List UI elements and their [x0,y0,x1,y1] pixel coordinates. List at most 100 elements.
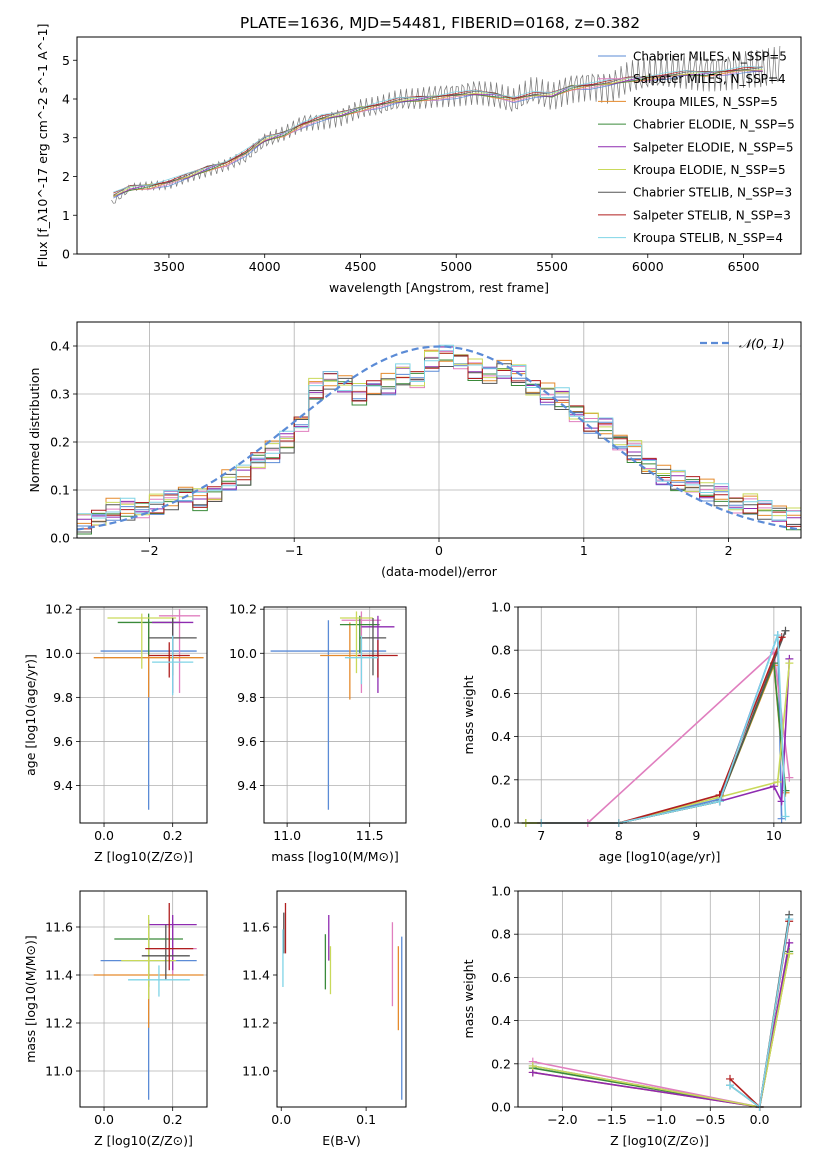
spectrum-model-line [113,66,763,194]
y-tick-label: 9.8 [53,690,73,705]
y-tick-label: 1 [62,208,70,223]
weight-point-marker [781,812,790,821]
weight-series-line [525,663,791,824]
y-tick-label: 1.0 [491,884,511,899]
plot-area [521,626,794,827]
x-tick-label: 0 [435,543,443,558]
x-tick-label: −2.0 [547,1112,577,1127]
x-tick-label: 0.0 [94,1112,114,1127]
y-tick-label: 0.8 [491,927,511,942]
x-axis-label: (data-model)/error [381,564,498,579]
weight-point-marker [773,777,782,786]
y-tick-label: 0.4 [491,1013,511,1028]
plot-area [282,903,403,1100]
y-tick-label: 11.0 [242,1064,270,1079]
legend: Chabrier MILES, N_SSP=5 Salpeter MILES, N… [598,50,795,245]
weight-point-marker [715,797,724,806]
x-tick-label: −1.0 [646,1112,676,1127]
x-axis-label: mass [log10(M/M⊙)] [271,849,399,864]
chart-weight-vs-Z: −2.0 −1.5 −1.0 −0.5 0.0 0.0 0.2 0.4 0.6 0.8 1.0 Z [… [461,884,802,1148]
x-tick-label: 5000 [440,259,472,274]
legend-label: Chabrier STELIB, N_SSP=3 [633,186,792,200]
legend-label: Salpeter STELIB, N_SSP=3 [633,208,791,222]
weight-point-marker [785,773,794,782]
weight-point-marker [528,1061,537,1070]
x-tick-label: 3500 [153,259,185,274]
legend: 𝒩(0, 1) [700,336,785,351]
weight-point-marker [777,814,786,823]
y-tick-label: 0.3 [50,387,70,402]
y-tick-label: 0.8 [491,643,511,658]
weight-series-line [541,630,787,824]
chart-residuals: −2 −1 0 1 2 0.0 0.1 0.2 0.3 0.4 (data-model)/error… [27,321,802,579]
x-axis-label: Z [log10(Z/Z⊙)] [94,1133,193,1148]
y-tick-label: 11.6 [45,920,73,935]
chart-mass-vs-EBV: 0.0 0.1 11.0 11.2 11.4 11.6 E(B-V) [242,890,407,1148]
y-axis-label: Flux [f_λ10^-17 erg cm^-2 s^-1 A^-1] [35,24,50,268]
plot-area [111,45,781,204]
x-tick-label: 9 [692,828,700,843]
weight-point-marker [781,626,790,635]
y-tick-label: 5 [62,53,70,68]
axes-frame [263,606,407,824]
legend-label: Salpeter MILES, N_SSP=4 [633,72,786,86]
x-tick-label: 0.0 [94,828,114,843]
y-tick-label: 9.4 [237,778,257,793]
x-tick-label: −2 [140,543,158,558]
plot-area [93,609,204,810]
chart-mass-vs-Z: 0.0 0.2 11.0 11.2 11.4 11.6 Z [log10(Z/Z⊙)] mas… [23,890,208,1148]
plot-area [270,611,398,810]
x-tick-label: 6500 [728,259,760,274]
axes-frame [76,36,802,255]
y-axis-label: mass weight [461,959,476,1038]
legend-label: Chabrier MILES, N_SSP=5 [633,50,787,64]
spectrum-model-line [113,69,763,196]
weight-series-line [587,650,791,824]
axes-frame [79,606,208,824]
y-tick-label: 11.6 [242,920,270,935]
spectrum-model-line [113,69,763,198]
x-tick-label: −1.5 [596,1112,626,1127]
y-axis-label: age [log10(age/yr)] [23,654,38,776]
x-axis-label: wavelength [Angstrom, rest frame] [329,280,549,295]
y-tick-label: 11.2 [242,1016,270,1031]
y-tick-label: 0.1 [50,483,70,498]
spectrum-model-line [113,70,763,199]
x-tick-label: 0.0 [271,1112,291,1127]
spectrum-model-line [113,69,763,197]
x-axis-label: age [log10(age/yr)] [599,849,721,864]
axes-frame [79,890,208,1108]
y-tick-label: 4 [62,92,70,107]
axes-frame [276,890,407,1108]
x-axis-label: Z [log10(Z/Z⊙)] [610,1133,709,1148]
y-tick-label: 10.0 [229,646,257,661]
y-axis-label: Normed distribution [27,368,42,493]
weight-series-line [525,662,787,824]
legend-label: Chabrier ELODIE, N_SSP=5 [633,118,795,132]
x-tick-label: 0.1 [356,1112,376,1127]
chart-spectrum: 3500 4000 4500 5000 5500 6000 6500 0 1 2 3 4 5 wavele… [35,24,802,295]
x-tick-label: 0.0 [750,1112,770,1127]
legend-label: Kroupa ELODIE, N_SSP=5 [633,163,786,177]
y-tick-label: 0.4 [491,729,511,744]
y-tick-label: 11.4 [45,968,73,983]
legend-label: 𝒩(0, 1) [739,336,785,351]
y-tick-label: 1.0 [491,600,511,615]
y-tick-label: 9.6 [237,734,257,749]
y-tick-label: 11.0 [45,1064,73,1079]
y-tick-label: 0.2 [491,772,511,787]
axes-frame [517,606,802,824]
weight-point-marker [726,1081,735,1090]
legend-label: Salpeter ELODIE, N_SSP=5 [633,140,794,154]
x-tick-label: −1 [285,543,303,558]
x-tick-label: 8 [615,828,623,843]
x-tick-label: 1 [580,543,588,558]
y-tick-label: 9.8 [237,690,257,705]
y-tick-label: 11.4 [242,968,270,983]
y-tick-label: 0 [62,247,70,262]
y-tick-label: 0.0 [50,531,70,546]
y-tick-label: 10.2 [45,602,73,617]
x-tick-label: 11.5 [356,828,384,843]
y-tick-label: 0.0 [491,816,511,831]
